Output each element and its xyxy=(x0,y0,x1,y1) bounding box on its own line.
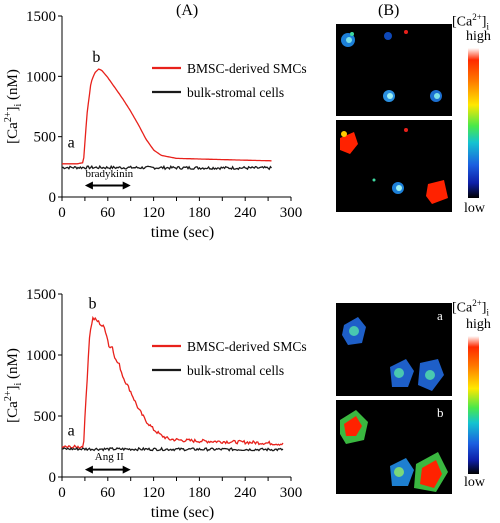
y-tick-label: 1000 xyxy=(26,348,56,364)
y-tick-label: 1000 xyxy=(26,69,56,85)
arrow-head-left xyxy=(84,181,93,190)
arrow-head-right xyxy=(122,465,131,474)
x-tick-label: 300 xyxy=(280,205,303,221)
point-annotation: a xyxy=(68,423,75,440)
series-line-2 xyxy=(61,164,272,171)
y-tick-label: 0 xyxy=(49,470,57,486)
arrow-head-right xyxy=(122,181,131,190)
panel-label-b: (B) xyxy=(378,2,400,19)
colorbar-low-bottom: low xyxy=(464,475,485,490)
colorbar-high-top: high xyxy=(466,29,491,44)
x-axis-label: time (sec) xyxy=(151,224,215,241)
series-line-1 xyxy=(61,315,284,450)
colorbar-high-bottom: high xyxy=(466,317,491,332)
chart-2: 0 500 1000 1500 0 60 120 180 240 300 time (sec) [Ca… xyxy=(3,287,307,521)
legend-label: bulk-stromal cells xyxy=(187,85,284,100)
image-letter-a: a xyxy=(437,308,443,323)
y-tick-label: 0 xyxy=(49,190,57,206)
arrow-head-left xyxy=(84,465,93,474)
x-tick-label: 120 xyxy=(142,205,165,221)
legend-label: BMSC-derived SMCs xyxy=(187,61,307,76)
y-tick-label: 1500 xyxy=(26,287,56,303)
y-tick-label: 1500 xyxy=(26,9,56,25)
x-tick-label: 120 xyxy=(142,485,165,501)
cell-fluorescence-image xyxy=(340,410,448,492)
y-axis-label: [Ca2+]i (nM) xyxy=(3,69,24,144)
x-tick-label: 180 xyxy=(188,485,211,501)
y-tick-label: 500 xyxy=(34,409,57,425)
calcium-image-top-pre xyxy=(336,24,452,116)
point-annotation: b xyxy=(92,49,100,66)
legend-label: bulk-stromal cells xyxy=(187,363,284,378)
calcium-image-bottom-b: b xyxy=(336,400,452,494)
colorbar-title-top: [Ca2+]i xyxy=(452,12,489,32)
x-tick-label: 240 xyxy=(234,205,257,221)
series-line-2 xyxy=(61,446,284,452)
colorbar-bottom xyxy=(468,336,479,474)
y-tick-label: 500 xyxy=(34,130,57,146)
legend-label: BMSC-derived SMCs xyxy=(187,339,307,354)
x-tick-label: 60 xyxy=(100,205,115,221)
series-line-1 xyxy=(62,68,272,165)
chart-1: 0 500 1000 1500 0 60 120 180 240 300 time (sec) [Ca… xyxy=(3,9,307,241)
x-tick-label: 60 xyxy=(100,485,115,501)
stimulus-label: Ang II xyxy=(95,451,124,463)
x-tick-label: 180 xyxy=(188,205,211,221)
x-axis-label: time (sec) xyxy=(151,504,215,521)
cell-fluorescence-image xyxy=(340,128,448,204)
image-letter-b: b xyxy=(437,405,444,420)
point-annotation: b xyxy=(89,296,97,313)
panel-label-a: (A) xyxy=(176,2,199,19)
cell-fluorescence-image xyxy=(341,30,442,102)
colorbar-low-top: low xyxy=(464,201,485,216)
colorbar-title-bottom: [Ca2+]i xyxy=(452,298,489,318)
colorbar-top xyxy=(468,48,479,198)
x-tick-label: 0 xyxy=(58,205,66,221)
y-axis-label: [Ca2+]i (nM) xyxy=(3,348,24,423)
stimulus-label: bradykinin xyxy=(85,168,133,180)
calcium-image-bottom-a: a xyxy=(336,303,452,396)
point-annotation: a xyxy=(68,135,75,152)
x-tick-label: 0 xyxy=(58,485,66,501)
cell-fluorescence-image xyxy=(342,317,444,391)
x-tick-label: 240 xyxy=(234,485,257,501)
calcium-image-top-post xyxy=(336,120,452,212)
x-tick-label: 300 xyxy=(280,485,303,501)
